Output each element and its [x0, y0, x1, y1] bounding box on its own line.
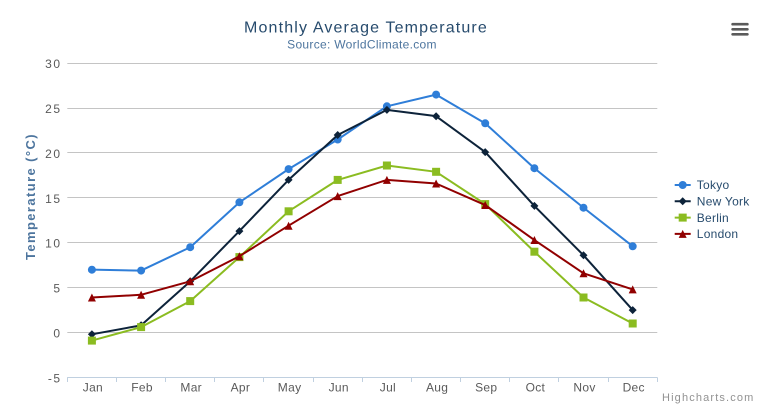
svg-text:New York: New York [697, 195, 750, 209]
svg-text:Tokyo: Tokyo [697, 178, 730, 192]
svg-text:Oct: Oct [526, 381, 546, 395]
svg-text:25: 25 [45, 102, 61, 116]
svg-text:Mar: Mar [180, 381, 202, 395]
svg-text:10: 10 [45, 237, 61, 251]
svg-text:Highcharts.com: Highcharts.com [662, 392, 755, 404]
svg-text:0: 0 [53, 327, 61, 341]
svg-text:London: London [697, 227, 739, 241]
svg-text:Jan: Jan [83, 381, 103, 395]
svg-text:Source: WorldClimate.com: Source: WorldClimate.com [287, 38, 437, 52]
svg-text:30: 30 [45, 57, 61, 71]
svg-text:Feb: Feb [131, 381, 153, 395]
svg-text:15: 15 [45, 192, 61, 206]
svg-text:Berlin: Berlin [697, 211, 729, 225]
svg-text:Temperature (°C): Temperature (°C) [23, 133, 38, 260]
svg-text:-5: -5 [48, 371, 62, 385]
svg-text:Jul: Jul [380, 381, 396, 395]
svg-text:Sep: Sep [475, 381, 497, 395]
svg-text:Nov: Nov [573, 381, 595, 395]
svg-text:Dec: Dec [623, 381, 645, 395]
svg-text:Monthly Average Temperature: Monthly Average Temperature [244, 20, 488, 37]
svg-text:Jun: Jun [329, 381, 349, 395]
svg-text:5: 5 [53, 282, 61, 296]
svg-text:Aug: Aug [426, 381, 448, 395]
svg-text:20: 20 [45, 147, 61, 161]
svg-text:May: May [278, 381, 302, 395]
svg-text:Apr: Apr [231, 381, 251, 395]
